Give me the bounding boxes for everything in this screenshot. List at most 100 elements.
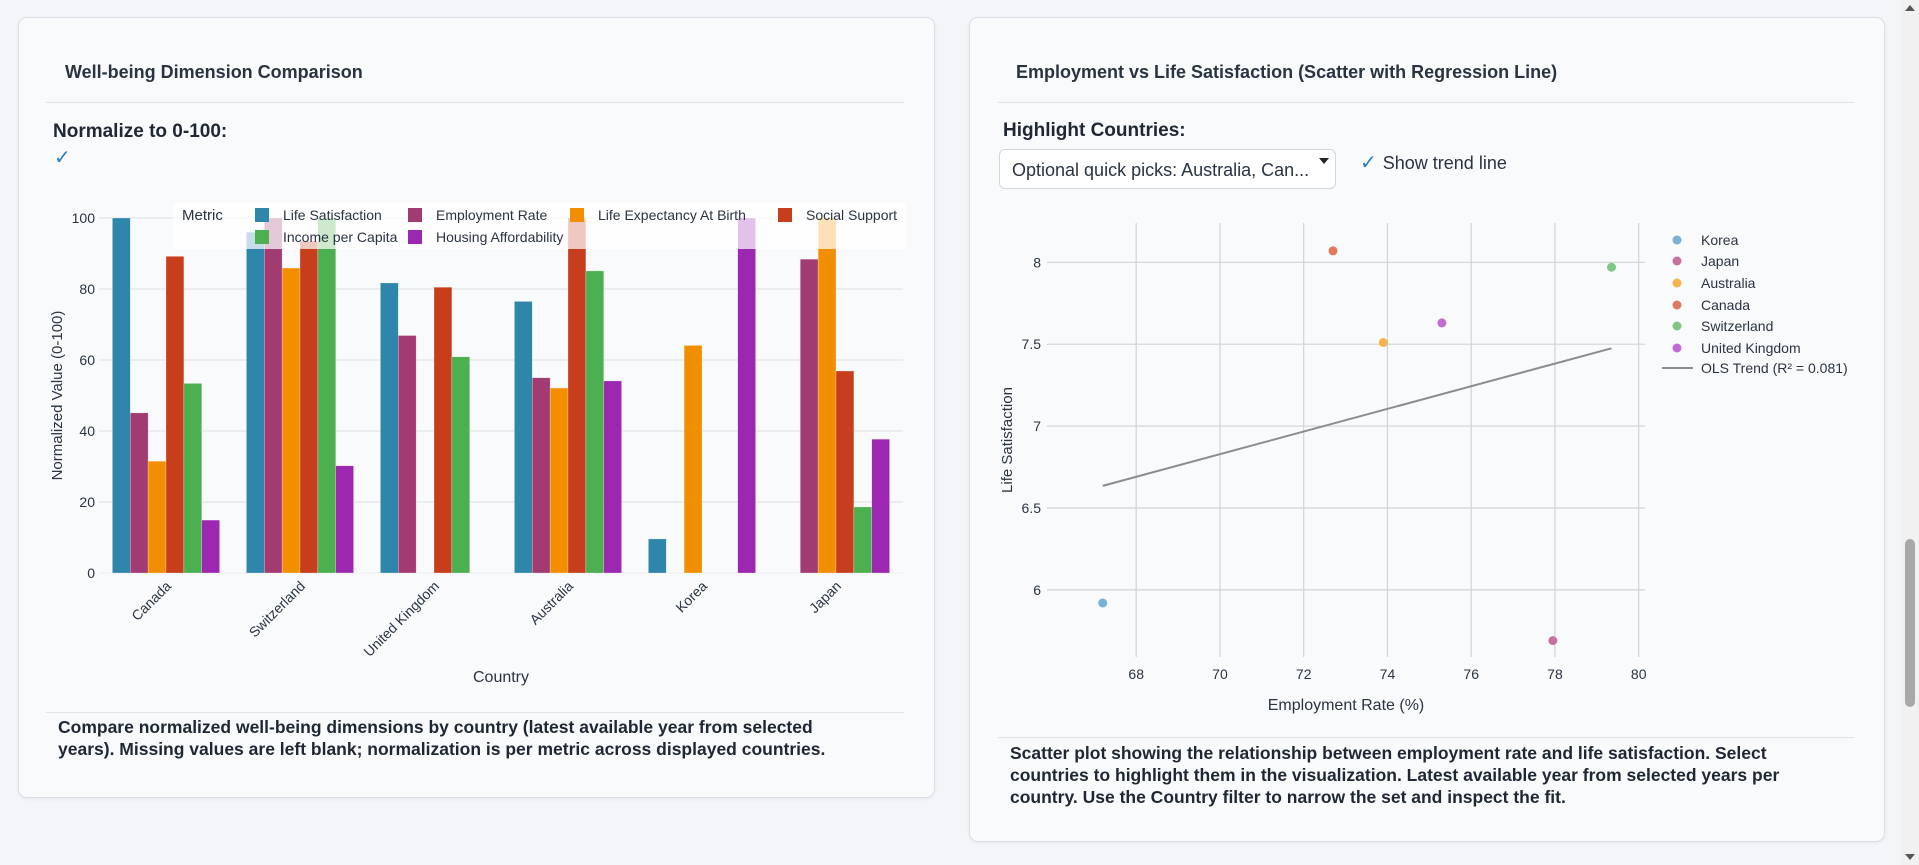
legend-marker xyxy=(1672,321,1682,331)
wellbeing-caption: Compare normalized well-being dimensions… xyxy=(58,716,825,760)
x-tick-label: Switzerland xyxy=(246,578,308,640)
x-tick-label: 68 xyxy=(1128,666,1144,682)
bar-income-per-capita xyxy=(183,383,202,574)
y-tick-label: 60 xyxy=(79,352,95,368)
legend-marker xyxy=(1672,278,1682,288)
point-switzerland xyxy=(1606,262,1616,272)
scroll-down-arrow-icon[interactable] xyxy=(1905,854,1915,860)
bar-life-expectancy-at-birth xyxy=(817,217,837,574)
scroll-up-arrow-icon[interactable] xyxy=(1905,5,1915,11)
legend-swatch xyxy=(408,230,422,244)
show-trend-line-checkbox[interactable]: ✓ Show trend line xyxy=(1360,150,1507,175)
normalize-label: Normalize to 0-100: xyxy=(53,121,228,142)
legend-marker xyxy=(1672,300,1682,310)
divider xyxy=(46,712,904,713)
caption-line: Compare normalized well-being dimensions… xyxy=(58,717,813,737)
bar-social-support xyxy=(165,256,185,574)
point-canada xyxy=(1328,246,1338,256)
bar-life-satisfaction xyxy=(514,301,533,574)
point-australia xyxy=(1378,338,1388,348)
bar-employment-rate xyxy=(532,377,551,574)
y-tick-label: 100 xyxy=(72,210,96,226)
legend-label: Canada xyxy=(1701,297,1750,313)
legend-label: Social Support xyxy=(806,207,897,223)
y-tick-label: 80 xyxy=(79,281,95,297)
legend-swatch xyxy=(255,208,269,222)
bar-life-satisfaction xyxy=(112,217,131,574)
x-tick-label: 70 xyxy=(1212,666,1228,682)
legend-swatch xyxy=(408,208,422,222)
legend-label: Japan xyxy=(1701,253,1739,269)
x-tick-label: Australia xyxy=(526,578,576,628)
y-tick-label: 40 xyxy=(79,423,95,439)
x-tick-label: United Kingdom xyxy=(360,578,442,660)
caption-line: country. Use the Country filter to narro… xyxy=(1010,787,1566,807)
legend-swatch xyxy=(255,230,269,244)
dropdown-placeholder: Optional quick picks: Australia, Can... xyxy=(1012,160,1310,180)
bar-social-support xyxy=(835,370,855,574)
bar-housing-affordability xyxy=(871,438,890,574)
bar-life-satisfaction xyxy=(246,231,265,574)
bar-social-support xyxy=(567,217,587,574)
divider xyxy=(998,737,1854,738)
legend-marker xyxy=(1672,343,1682,353)
legend-title: Metric xyxy=(182,207,223,224)
bar-housing-affordability xyxy=(603,380,622,574)
x-axis-title: Employment Rate (%) xyxy=(1268,697,1425,714)
legend-label: Korea xyxy=(1701,232,1739,248)
bar-social-support xyxy=(433,286,453,574)
bar-income-per-capita xyxy=(585,270,604,574)
y-tick-label: 7.5 xyxy=(1022,336,1042,352)
legend-label: Switzerland xyxy=(1701,318,1773,334)
bar-housing-affordability xyxy=(737,217,756,574)
y-tick-label: 7 xyxy=(1033,418,1041,434)
wellbeing-bar-chart: 0 20 40 60 80 100 Canada Switzerland United King… xyxy=(49,203,906,686)
bar-life-expectancy-at-birth xyxy=(683,345,703,574)
scrollbar-thumb[interactable] xyxy=(1905,539,1915,707)
y-tick-label: 20 xyxy=(79,494,95,510)
bar-employment-rate xyxy=(398,335,417,574)
page-scrollbar[interactable] xyxy=(1901,0,1919,865)
normalize-checkbox[interactable]: ✓ xyxy=(54,147,71,169)
x-tick-label: Canada xyxy=(128,578,174,624)
bar-employment-rate xyxy=(264,217,283,574)
legend-marker xyxy=(1672,235,1682,245)
y-tick-label: 8 xyxy=(1033,254,1041,270)
bar-income-per-capita xyxy=(853,506,872,574)
x-tick-label: 72 xyxy=(1296,666,1312,682)
legend-label: Life Satisfaction xyxy=(283,207,382,223)
y-axis-title: Normalized Value (0-100) xyxy=(49,311,66,481)
bar-life-satisfaction xyxy=(380,282,399,574)
point-korea xyxy=(1098,598,1108,608)
bar-life-expectancy-at-birth xyxy=(549,387,569,574)
bar-housing-affordability xyxy=(335,465,354,574)
point-united-kingdom xyxy=(1437,318,1447,328)
legend-label: Australia xyxy=(1701,275,1756,291)
legend-label: Income per Capita xyxy=(283,229,398,245)
x-tick-label: 78 xyxy=(1547,666,1563,682)
employment-scatter-chart: 68 70 72 74 76 78 80 6 6.5 7 7.5 8 Employment Rate (… xyxy=(999,223,1848,714)
legend-marker xyxy=(1672,256,1682,266)
trend-line xyxy=(1102,347,1612,487)
y-tick-label: 0 xyxy=(87,565,95,581)
bar-life-expectancy-at-birth xyxy=(281,267,301,574)
x-tick-label: Japan xyxy=(806,578,844,616)
y-axis-title: Life Satisfaction xyxy=(999,387,1016,493)
caption-line: countries to highlight them in the visua… xyxy=(1010,765,1780,785)
employment-scatter-title: Employment vs Life Satisfaction (Scatter… xyxy=(1016,62,1558,82)
x-axis-title: Country xyxy=(473,669,529,686)
bar-social-support xyxy=(299,240,319,574)
highlight-countries-dropdown[interactable]: Optional quick picks: Australia, Can... xyxy=(999,149,1336,189)
bar-employment-rate xyxy=(800,258,819,574)
bar-life-expectancy-at-birth xyxy=(147,460,167,574)
highlight-countries-label: Highlight Countries: xyxy=(1003,120,1186,141)
y-tick-label: 6.5 xyxy=(1022,500,1042,516)
scatter-caption: Scatter plot showing the relationship be… xyxy=(1010,742,1779,808)
bar-life-satisfaction xyxy=(648,538,667,574)
x-tick-label: 74 xyxy=(1380,666,1396,682)
divider xyxy=(46,102,904,103)
legend-label: Employment Rate xyxy=(436,207,547,223)
y-tick-label: 6 xyxy=(1033,582,1041,598)
bar-employment-rate xyxy=(130,412,149,574)
bar-income-per-capita xyxy=(317,217,336,574)
